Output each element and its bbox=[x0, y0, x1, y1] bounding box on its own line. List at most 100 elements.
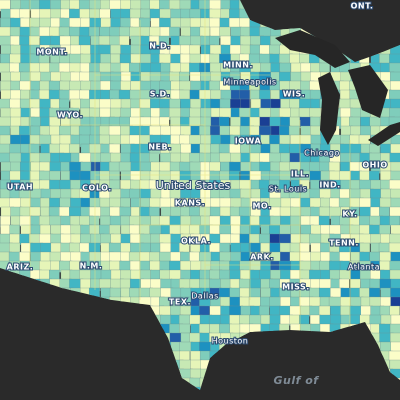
county bbox=[110, 269, 122, 281]
county bbox=[220, 296, 231, 307]
county bbox=[269, 53, 280, 64]
county bbox=[129, 287, 140, 299]
labels: ONT. MONT. N.D. MINN. Minneapolis WIS. W… bbox=[6, 1, 388, 388]
county bbox=[240, 35, 251, 47]
county bbox=[209, 278, 221, 289]
county bbox=[99, 170, 111, 181]
label: N.D. bbox=[149, 42, 170, 51]
label: Chicago bbox=[304, 149, 340, 158]
label: TENN. bbox=[329, 239, 359, 248]
county bbox=[39, 17, 53, 28]
county bbox=[120, 215, 131, 227]
county bbox=[159, 17, 172, 29]
county bbox=[200, 134, 213, 146]
county bbox=[248, 296, 261, 308]
county bbox=[140, 242, 151, 253]
county bbox=[189, 314, 202, 326]
county bbox=[238, 278, 251, 289]
label: MINN. bbox=[223, 61, 253, 70]
county bbox=[88, 242, 101, 254]
county bbox=[209, 26, 221, 37]
county bbox=[258, 125, 272, 136]
county bbox=[190, 98, 202, 109]
county bbox=[360, 125, 372, 137]
county bbox=[389, 152, 400, 163]
county bbox=[109, 134, 122, 145]
county bbox=[99, 8, 111, 19]
county bbox=[379, 323, 391, 334]
county bbox=[390, 143, 400, 155]
county bbox=[10, 80, 21, 91]
county bbox=[179, 323, 191, 334]
county bbox=[29, 62, 41, 73]
county bbox=[239, 296, 251, 307]
county bbox=[318, 305, 331, 317]
county bbox=[98, 35, 112, 46]
county bbox=[109, 170, 120, 181]
county bbox=[389, 323, 400, 335]
county bbox=[309, 305, 321, 316]
county bbox=[269, 233, 281, 245]
county bbox=[319, 62, 330, 74]
county bbox=[229, 161, 241, 173]
county bbox=[69, 206, 83, 217]
county bbox=[0, 98, 11, 110]
county bbox=[120, 98, 132, 109]
county bbox=[58, 98, 70, 110]
county bbox=[279, 107, 292, 119]
county bbox=[79, 269, 92, 281]
county bbox=[149, 260, 161, 271]
county bbox=[49, 179, 62, 191]
county bbox=[39, 224, 51, 236]
lake-michigan bbox=[318, 72, 340, 145]
county bbox=[139, 233, 152, 244]
county bbox=[349, 134, 361, 145]
county bbox=[200, 161, 211, 172]
label: MONT. bbox=[36, 48, 67, 57]
county bbox=[239, 287, 251, 299]
county bbox=[379, 251, 393, 263]
county bbox=[369, 116, 383, 127]
county bbox=[140, 26, 151, 37]
label: KANS. bbox=[175, 199, 205, 208]
county bbox=[380, 143, 392, 154]
county bbox=[139, 107, 152, 119]
state-borders bbox=[29, 0, 351, 330]
county bbox=[370, 179, 382, 191]
county bbox=[159, 152, 172, 163]
county bbox=[160, 62, 172, 74]
label: Atlanta bbox=[348, 263, 380, 272]
county bbox=[50, 8, 63, 20]
county bbox=[69, 62, 81, 73]
county bbox=[309, 107, 322, 119]
county bbox=[68, 26, 81, 37]
county bbox=[29, 206, 41, 217]
county bbox=[280, 296, 292, 307]
label: WIS. bbox=[283, 90, 306, 99]
county bbox=[190, 350, 201, 361]
county bbox=[80, 278, 91, 289]
county bbox=[59, 143, 70, 154]
county bbox=[0, 152, 11, 163]
county bbox=[140, 278, 152, 289]
county bbox=[288, 125, 300, 136]
county bbox=[289, 152, 301, 164]
water-label: Gulf of bbox=[273, 374, 319, 387]
label: IND. bbox=[319, 181, 340, 190]
county bbox=[39, 260, 51, 272]
county bbox=[139, 188, 152, 200]
label: TEX. bbox=[169, 298, 191, 307]
county bbox=[19, 8, 30, 19]
label: COLO. bbox=[82, 184, 112, 193]
county bbox=[39, 215, 52, 227]
county bbox=[118, 161, 132, 172]
county bbox=[168, 44, 182, 55]
county bbox=[109, 224, 121, 235]
county bbox=[380, 314, 392, 325]
county bbox=[299, 251, 312, 263]
label: IOWA bbox=[235, 137, 262, 146]
label: Houston bbox=[212, 337, 249, 346]
county bbox=[390, 188, 400, 200]
county bbox=[290, 71, 302, 83]
label: United States bbox=[156, 179, 231, 192]
